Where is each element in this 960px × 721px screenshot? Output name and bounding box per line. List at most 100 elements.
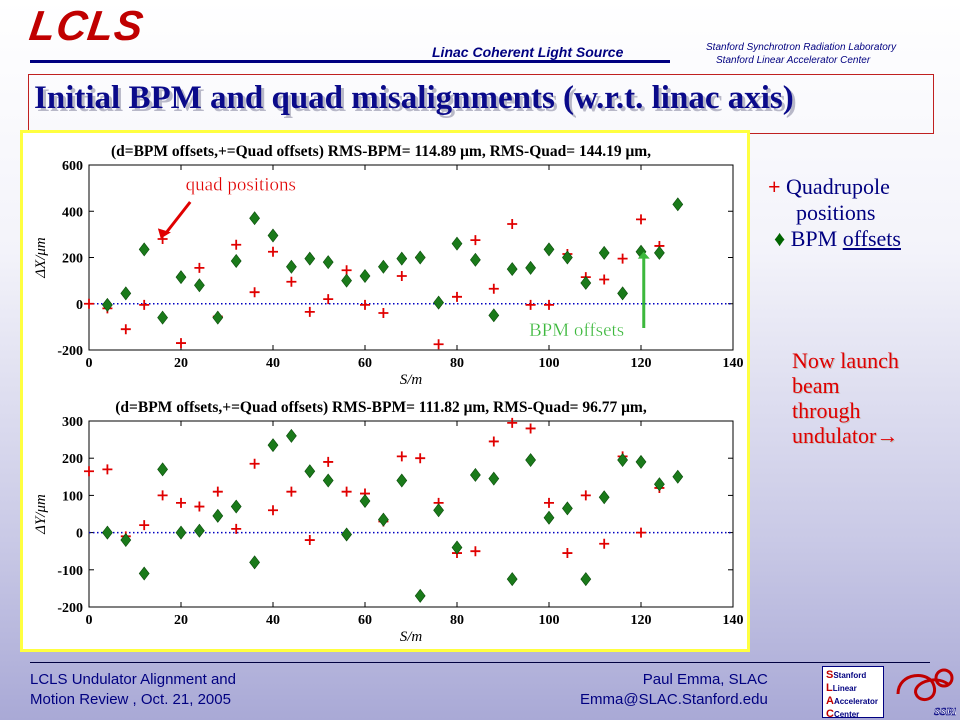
p2-x-tick-label-0: 0 (86, 613, 93, 628)
p1-bpm-point-28 (617, 286, 628, 301)
p2-bpm-point-29 (635, 454, 647, 469)
p2-bpm-point-22 (506, 572, 518, 587)
p1-quad-point-11 (286, 276, 297, 287)
p2-quad-point-6 (194, 501, 205, 512)
p1-bpm-point-13 (341, 273, 352, 288)
p1-quad-point-13 (323, 294, 334, 305)
p2-y-tick-label-4: 200 (62, 452, 83, 467)
p1-quad-point-14 (341, 265, 352, 276)
footer-author-email: Emma@SLAC.Stanford.edu (580, 691, 768, 708)
p2-y-tick-label-0: -200 (57, 601, 83, 616)
footer-event: LCLS Undulator Alignment and Motion Revi… (30, 670, 236, 710)
p2-quad-point-30 (636, 527, 646, 538)
p2-bpm-point-18 (433, 503, 444, 518)
p2-x-tick-label-5: 100 (539, 613, 560, 628)
p2-y-axis-label: ΔY/μm (33, 494, 49, 535)
p2-y-tick-label-1: -100 (57, 564, 83, 579)
p1-bpm-point-26 (580, 275, 592, 290)
p1-x-tick-label-0: 0 (86, 356, 93, 371)
p2-quad-point-25 (544, 497, 554, 508)
p1-bpm-point-31 (672, 197, 684, 212)
p1-quad-point-24 (525, 299, 536, 310)
p2-quad-point-5 (176, 497, 186, 508)
p1-bpm-point-2 (138, 242, 150, 257)
p2-bpm-point-28 (617, 453, 628, 468)
p2-bpm-point-9 (267, 438, 279, 453)
p1-quad-point-2 (120, 324, 131, 335)
p2-bpm-point-11 (304, 464, 316, 479)
p1-bpm-point-14 (359, 269, 371, 283)
p2-bpm-point-16 (396, 473, 408, 488)
p1-y-tick-label-2: 200 (62, 252, 83, 267)
p2-bpm-point-19 (451, 540, 463, 555)
slac-logo-line4: Center (833, 710, 860, 719)
lab-name-line2: Stanford Linear Accelerator Center (716, 55, 871, 66)
p2-chart-title: (d=BPM offsets,+=Quad offsets) RMS-BPM= … (115, 399, 647, 416)
annotation-quad-positions: quad positions (186, 174, 296, 195)
p2-bpm-point-24 (543, 510, 555, 525)
p1-y-axis-label: ΔX/μm (33, 237, 49, 279)
header-subtitle: Linac Coherent Light Source (432, 44, 624, 60)
p2-x-tick-label-7: 140 (723, 613, 744, 628)
p2-quad-point-18 (415, 453, 426, 464)
p2-bpm-point-8 (249, 555, 260, 570)
footer-event-line1: LCLS Undulator Alignment and (30, 671, 236, 688)
p1-quad-point-10 (268, 246, 278, 257)
footer-author-name: Paul Emma, SLAC (642, 671, 768, 688)
p1-bpm-point-6 (212, 310, 224, 325)
p1-quad-point-15 (360, 299, 370, 310)
p2-quad-point-0 (84, 466, 94, 477)
p2-bpm-point-31 (672, 469, 684, 484)
p1-quad-point-8 (231, 239, 242, 250)
p1-quad-point-19 (433, 339, 444, 350)
p1-bpm-point-17 (414, 250, 426, 265)
p2-quad-point-14 (341, 486, 352, 497)
p2-bpm-point-14 (359, 493, 371, 508)
p1-bpm-point-19 (451, 236, 463, 251)
p1-quad-point-6 (194, 262, 205, 273)
p2-quad-point-21 (470, 546, 481, 557)
p1-x-tick-label-3: 60 (358, 356, 372, 371)
note-line-3: through (792, 398, 861, 423)
lcls-logo: LCLS (26, 2, 148, 49)
p1-bpm-point-9 (267, 228, 279, 243)
misalignment-plots: (d=BPM offsets,+=Quad offsets) RMS-BPM= … (33, 143, 744, 645)
p1-x-tick-label-4: 80 (450, 356, 464, 371)
p1-chart-title: (d=BPM offsets,+=Quad offsets) RMS-BPM= … (111, 143, 651, 160)
p2-quad-point-11 (286, 486, 297, 497)
p2-bpm-point-27 (598, 490, 610, 505)
p1-bpm-point-12 (322, 255, 334, 270)
p1-x-tick-label-1: 20 (174, 356, 188, 371)
p2-quad-point-23 (507, 417, 518, 428)
p1-bpm-point-21 (488, 308, 500, 323)
legend-bpm-label: BPM (790, 226, 838, 251)
p2-quad-point-24 (525, 423, 536, 434)
slide-title: Initial BPM and quad misalignments (w.r.… (34, 80, 794, 116)
p1-x-tick-label-5: 100 (539, 356, 560, 371)
header-rule (30, 60, 670, 63)
p1-y-tick-label-1: 0 (76, 298, 83, 313)
p2-bpm-point-12 (322, 473, 334, 488)
p1-bpm-point-16 (396, 251, 408, 266)
p2-bpm-point-13 (341, 527, 352, 542)
p1-bpm-point-7 (230, 253, 242, 268)
p1-quad-point-23 (507, 218, 518, 229)
p2-quad-point-3 (139, 520, 150, 531)
p1-bpm-point-24 (543, 242, 555, 257)
p1-x-tick-label-6: 120 (631, 356, 652, 371)
p2-bpm-point-4 (175, 525, 187, 540)
note-line-4: undulator→ (792, 423, 899, 448)
p1-quad-point-0 (84, 298, 94, 309)
legend-quad-label: Quadrupole (786, 174, 890, 199)
p1-bpm-point-15 (378, 259, 389, 274)
p2-quad-point-17 (396, 451, 407, 462)
p2-bpm-point-20 (470, 467, 481, 482)
p2-y-tick-label-2: 0 (76, 527, 83, 542)
p1-bpm-point-3 (157, 310, 168, 325)
note-line-2: beam (792, 373, 840, 398)
legend-diamond-icon: ♦ (774, 226, 786, 251)
p1-quad-point-3 (139, 299, 150, 310)
p2-bpm-point-1 (120, 533, 132, 548)
p2-x-tick-label-4: 80 (450, 613, 464, 628)
p1-bpm-point-27 (598, 245, 610, 260)
